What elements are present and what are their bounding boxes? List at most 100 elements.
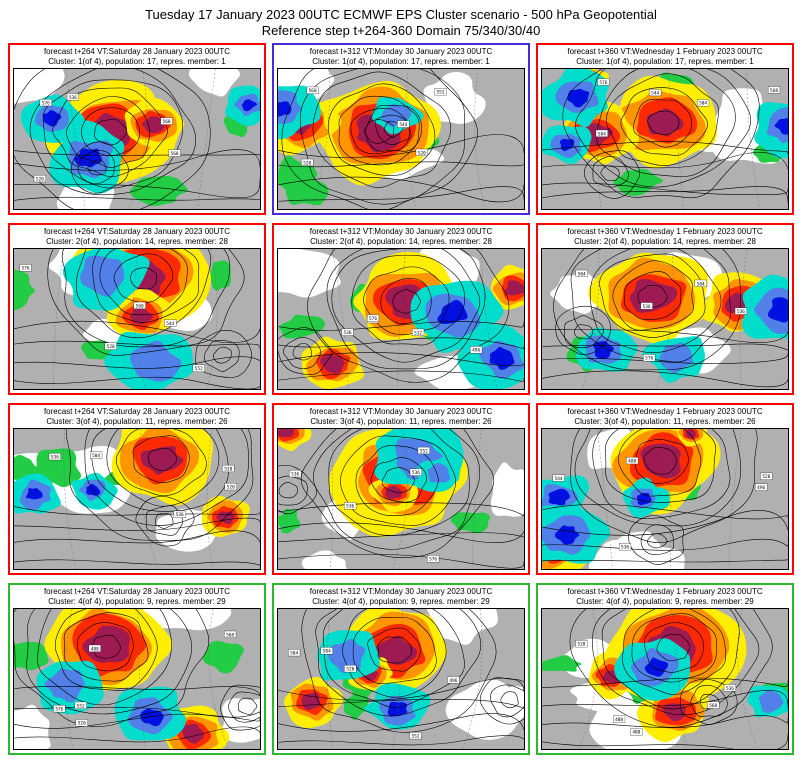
geopotential-map: 552 544 560 520 528	[277, 68, 525, 210]
map-canvas: 560 528 544 552 576	[14, 249, 260, 389]
cluster-line: Cluster: 2(of 4), population: 14, repres…	[574, 236, 756, 246]
map-canvas: 504536576496512	[278, 249, 524, 389]
cluster-line: Cluster: 3(of 4), population: 11, repres…	[310, 416, 492, 426]
cluster-line: Cluster: 3(of 4), population: 11, repres…	[574, 416, 756, 426]
cluster-panel-r4c2: forecast t+312 VT:Monday 30 January 2023…	[272, 583, 530, 755]
forecast-line: forecast t+360 VT:Wednesday 1 February 2…	[567, 587, 763, 596]
svg-text:584: 584	[697, 281, 705, 287]
svg-text:552: 552	[420, 448, 428, 454]
cluster-panel-r1c1: forecast t+264 VT:Saturday 28 January 20…	[8, 43, 266, 215]
geopotential-map: 536 504 536 576 584	[541, 248, 789, 390]
geopotential-map: 536 528 488 488 568	[541, 608, 789, 750]
svg-text:552: 552	[437, 90, 445, 96]
forecast-line: forecast t+312 VT:Monday 30 January 2023…	[309, 227, 493, 236]
cluster-panel-r2c1: forecast t+264 VT:Saturday 28 January 20…	[8, 223, 266, 395]
cluster-line: Cluster: 4(of 4), population: 9, repres.…	[576, 596, 754, 606]
svg-text:496: 496	[449, 678, 457, 684]
svg-text:552: 552	[77, 703, 85, 709]
cluster-panel-r3c3: forecast t+360 VT:Wednesday 1 February 2…	[536, 403, 794, 575]
chart-subtitle: Reference step t+264-360 Domain 75/340/3…	[261, 23, 541, 38]
geopotential-map: 560 528 544 552 576	[13, 248, 261, 390]
cluster-line: Cluster: 1(of 4), population: 17, repres…	[48, 56, 226, 66]
svg-text:536: 536	[726, 686, 734, 692]
cluster-line: Cluster: 3(of 4), population: 11, repres…	[46, 416, 228, 426]
svg-text:544: 544	[399, 122, 407, 128]
svg-text:544: 544	[651, 90, 659, 96]
cluster-panel-r2c2: forecast t+312 VT:Monday 30 January 2023…	[272, 223, 530, 395]
svg-text:576: 576	[645, 356, 653, 362]
geopotential-map: 496 488 536 544 528	[541, 428, 789, 570]
map-canvas: 576 536 536 536 552	[278, 429, 524, 569]
cluster-line: Cluster: 2(of 4), population: 14, repres…	[46, 236, 228, 246]
cluster-panel-r3c1: forecast t+264 VT:Saturday 28 January 20…	[8, 403, 266, 575]
svg-text:536: 536	[737, 309, 745, 315]
svg-text:576: 576	[369, 316, 377, 322]
svg-text:504: 504	[699, 101, 707, 107]
geopotential-map: 536 520 504 528 536	[13, 428, 261, 570]
map-canvas: 544 504 584 576 568	[542, 69, 788, 209]
map-canvas: 536 528 488 488 568	[542, 609, 788, 749]
svg-text:528: 528	[224, 466, 232, 472]
svg-text:504: 504	[290, 650, 298, 656]
svg-text:512: 512	[414, 330, 422, 336]
svg-text:536: 536	[344, 330, 352, 336]
chart-header: Tuesday 17 January 2023 00UTC ECMWF EPS …	[0, 0, 802, 43]
map-canvas: 552 544 560 520 528	[278, 69, 524, 209]
svg-text:576: 576	[42, 100, 50, 106]
svg-text:568: 568	[163, 119, 171, 125]
svg-text:568: 568	[226, 632, 234, 638]
panel-header: forecast t+264 VT:Saturday 28 January 20…	[10, 225, 264, 246]
svg-text:520: 520	[36, 176, 44, 182]
cluster-panel-r4c1: forecast t+264 VT:Saturday 28 January 20…	[8, 583, 266, 755]
svg-text:488: 488	[632, 730, 640, 736]
svg-text:504: 504	[92, 453, 100, 459]
panel-header: forecast t+312 VT:Monday 30 January 2023…	[274, 585, 528, 606]
cluster-panel-r1c3: forecast t+360 VT:Wednesday 1 February 2…	[536, 43, 794, 215]
forecast-line: forecast t+360 VT:Wednesday 1 February 2…	[567, 47, 763, 56]
geopotential-map: 552 504 584 528 496	[277, 608, 525, 750]
panel-header: forecast t+360 VT:Wednesday 1 February 2…	[538, 405, 792, 426]
panel-header: forecast t+264 VT:Saturday 28 January 20…	[10, 45, 264, 66]
svg-text:536: 536	[621, 545, 629, 551]
svg-text:560: 560	[309, 88, 317, 94]
svg-text:528: 528	[762, 474, 770, 480]
cluster-line: Cluster: 2(of 4), population: 14, repres…	[310, 236, 492, 246]
map-canvas: 520 576 568 488 552	[14, 609, 260, 749]
svg-text:496: 496	[757, 485, 765, 491]
forecast-line: forecast t+264 VT:Saturday 28 January 20…	[43, 587, 231, 596]
panel-header: forecast t+312 VT:Monday 30 January 2023…	[274, 405, 528, 426]
svg-text:536: 536	[346, 504, 354, 510]
svg-text:536: 536	[176, 512, 184, 518]
svg-text:576: 576	[429, 557, 437, 563]
geopotential-map: 568 576 520 568 536	[13, 68, 261, 210]
cluster-panel-r4c3: forecast t+360 VT:Wednesday 1 February 2…	[536, 583, 794, 755]
svg-text:520: 520	[227, 484, 235, 490]
forecast-line: forecast t+360 VT:Wednesday 1 February 2…	[567, 227, 763, 236]
svg-text:488: 488	[628, 458, 636, 464]
svg-text:552: 552	[411, 734, 419, 740]
forecast-line: forecast t+264 VT:Saturday 28 January 20…	[43, 47, 231, 56]
svg-text:536: 536	[643, 304, 651, 310]
panel-header: forecast t+360 VT:Wednesday 1 February 2…	[538, 585, 792, 606]
panel-header: forecast t+360 VT:Wednesday 1 February 2…	[538, 45, 792, 66]
svg-text:528: 528	[577, 642, 585, 648]
svg-text:584: 584	[323, 649, 331, 655]
svg-text:576: 576	[55, 707, 63, 713]
panel-header: forecast t+360 VT:Wednesday 1 February 2…	[538, 225, 792, 246]
map-canvas: 536 504 536 576 584	[542, 249, 788, 389]
cluster-line: Cluster: 4(of 4), population: 9, repres.…	[48, 596, 226, 606]
svg-text:536: 536	[412, 470, 420, 476]
panel-header: forecast t+312 VT:Monday 30 January 2023…	[274, 45, 528, 66]
panel-grid: forecast t+264 VT:Saturday 28 January 20…	[0, 43, 802, 755]
map-canvas: 552 504 584 528 496	[278, 609, 524, 749]
svg-text:544: 544	[166, 321, 174, 327]
svg-text:568: 568	[171, 151, 179, 157]
panel-header: forecast t+264 VT:Saturday 28 January 20…	[10, 405, 264, 426]
svg-text:584: 584	[598, 131, 606, 137]
svg-text:576: 576	[599, 80, 607, 86]
forecast-line: forecast t+312 VT:Monday 30 January 2023…	[309, 47, 493, 56]
forecast-line: forecast t+264 VT:Saturday 28 January 20…	[43, 407, 231, 416]
forecast-line: forecast t+312 VT:Monday 30 January 2023…	[309, 407, 493, 416]
svg-text:488: 488	[91, 646, 99, 652]
svg-text:528: 528	[346, 667, 354, 673]
